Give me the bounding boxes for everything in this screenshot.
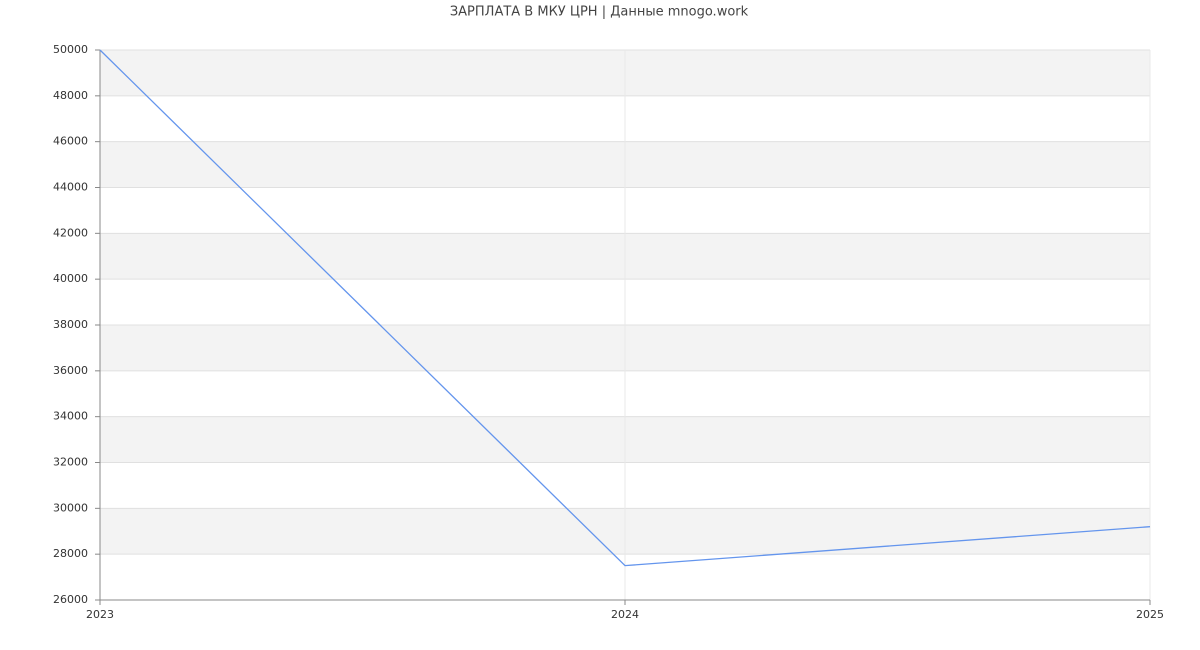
line <box>99 49 1151 567</box>
x-tick-label: 2025 <box>1136 608 1164 621</box>
y-tick-label: 48000 <box>53 89 88 102</box>
y-tick-label: 40000 <box>53 272 88 285</box>
y-tick-label: 34000 <box>53 410 88 423</box>
y-tick-label: 38000 <box>53 318 88 331</box>
y-tick-label: 26000 <box>53 593 88 606</box>
y-tick-label: 36000 <box>53 364 88 377</box>
y-tick-label: 28000 <box>53 547 88 560</box>
y-tick-label: 46000 <box>53 135 88 148</box>
y-tick-label: 50000 <box>53 43 88 56</box>
y-tick-label: 30000 <box>53 501 88 514</box>
y-tick-label: 42000 <box>53 226 88 239</box>
chart-title: ЗАРПЛАТА В МКУ ЦРН | Данные mnogo.work <box>450 5 749 20</box>
y-tick-label: 44000 <box>53 181 88 194</box>
x-tick-label: 2024 <box>611 608 639 621</box>
x-tick-label: 2023 <box>86 608 114 621</box>
y-tick-label: 32000 <box>53 456 88 469</box>
